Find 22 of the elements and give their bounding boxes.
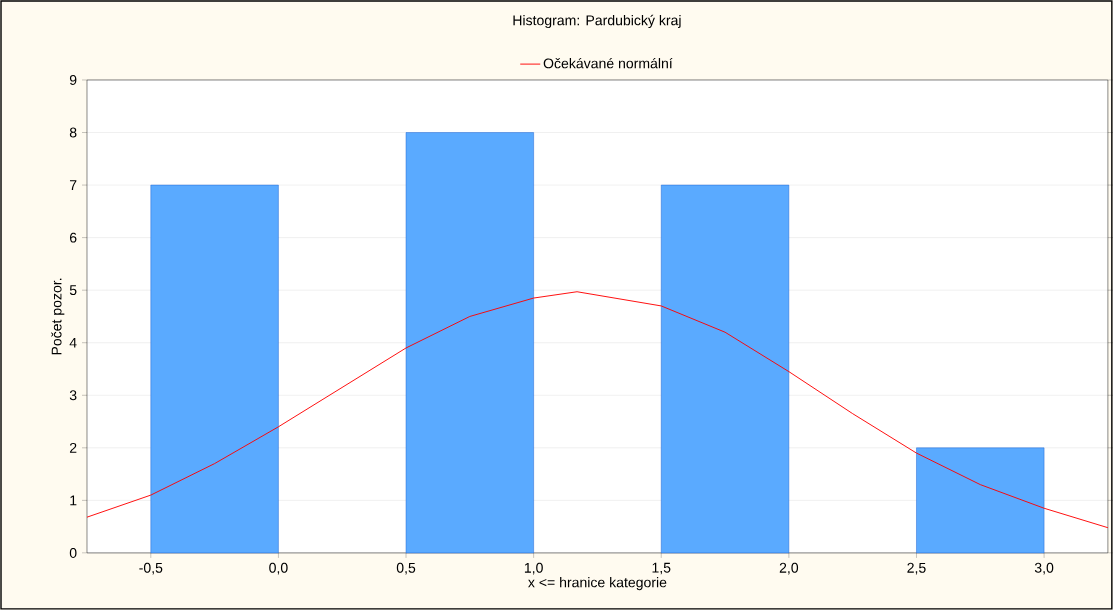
x-tick-label: 0,0: [269, 562, 288, 575]
x-tick-label: 2,5: [907, 562, 926, 575]
y-tick-label: 3: [69, 390, 77, 401]
x-tick-label: 1,5: [652, 562, 671, 575]
chart-title: Histogram: Pardubický kraj: [513, 14, 681, 29]
x-tick-label: 0,5: [396, 562, 416, 575]
y-tick-label: 0: [69, 547, 77, 558]
y-tick-label: 2: [69, 442, 77, 453]
x-tick-label: 3,0: [1034, 562, 1054, 575]
x-axis-title: x <= hranice kategorie: [528, 577, 667, 591]
x-tick-label: 1,0: [524, 562, 543, 575]
legend-label: Očekávané normální: [543, 57, 673, 69]
y-tick-label: 8: [69, 127, 77, 138]
x-tick-label: 2,0: [779, 562, 799, 575]
y-tick-label: 9: [69, 75, 77, 85]
y-tick-label: 5: [69, 285, 77, 296]
x-tick-label: -0,5: [139, 562, 163, 575]
y-tick-label: 4: [69, 337, 77, 348]
y-tick-label: 6: [69, 232, 77, 243]
y-axis-title: Počet pozor.: [51, 278, 65, 355]
y-tick-label: 7: [69, 180, 77, 190]
y-tick-label: 1: [70, 495, 77, 506]
